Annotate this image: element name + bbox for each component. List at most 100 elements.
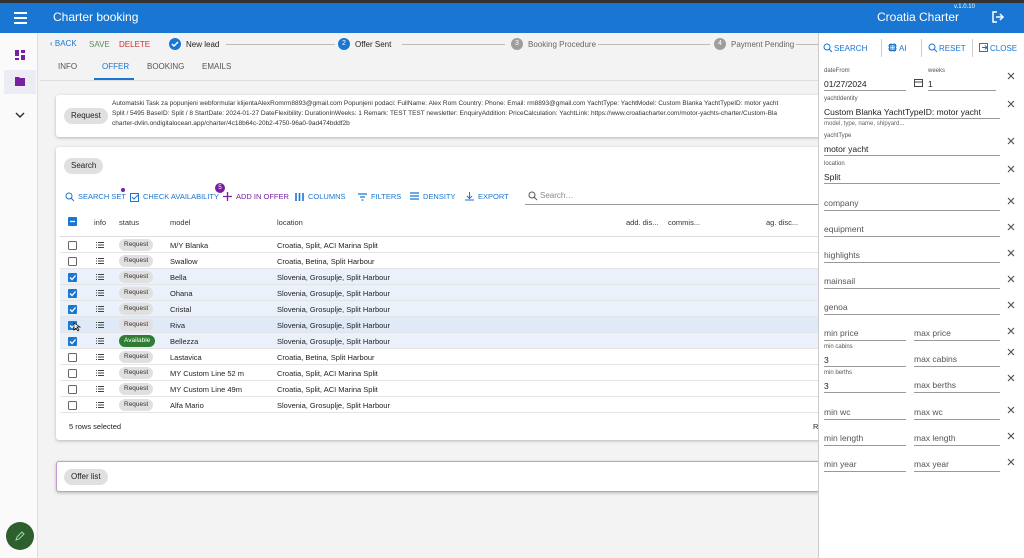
status-chip: Request	[119, 271, 153, 283]
toolbar-button[interactable]: CHECK AVAILABILITY	[143, 192, 219, 201]
calendar-icon	[914, 78, 923, 87]
clear-icon	[1008, 224, 1014, 230]
field-label: weeks	[928, 68, 945, 74]
tab[interactable]: EMAILS	[202, 62, 231, 71]
search-input[interactable]: Search…	[540, 191, 573, 200]
toolbar-button[interactable]: FILTERS	[371, 192, 401, 201]
panel-button[interactable]: CLOSE	[990, 44, 1017, 53]
field-value[interactable]: 1	[928, 79, 933, 89]
field-label: min cabins	[824, 344, 853, 350]
field-placeholder[interactable]: equipment	[824, 224, 864, 234]
field-value[interactable]: 01/27/2024	[824, 79, 867, 89]
model-cell: Swallow	[170, 257, 198, 266]
panel-button[interactable]: AI	[899, 44, 907, 53]
field-underline	[824, 183, 1000, 184]
dashboard-icon[interactable]	[15, 50, 25, 60]
panel-button-icon	[888, 43, 897, 52]
toolbar-button[interactable]: COLUMNS	[308, 192, 346, 201]
clear-icon	[1008, 276, 1014, 282]
panel-button[interactable]: RESET	[939, 44, 966, 53]
field-underline	[914, 366, 1000, 367]
step-connector	[226, 44, 335, 45]
field-placeholder[interactable]: max price	[914, 328, 951, 338]
field-label: yachtIdentity	[824, 96, 858, 102]
panel-button-icon	[928, 43, 937, 52]
field-placeholder[interactable]: company	[824, 198, 859, 208]
panel-button[interactable]: SEARCH	[834, 44, 867, 53]
field-label: min berths	[824, 370, 852, 376]
save-button[interactable]: SAVE	[89, 40, 110, 49]
field-placeholder[interactable]: mainsail	[824, 276, 855, 286]
checkbox	[68, 305, 77, 314]
field-placeholder[interactable]: max wc	[914, 407, 943, 417]
offer-list-card	[56, 461, 836, 492]
logout-icon[interactable]	[992, 11, 1004, 23]
field-placeholder[interactable]: max year	[914, 459, 949, 469]
field-placeholder[interactable]: max length	[914, 433, 956, 443]
menu-icon[interactable]	[14, 12, 28, 24]
field-value[interactable]: 3	[824, 381, 829, 391]
side-rail	[0, 33, 38, 558]
info-icon	[96, 274, 104, 280]
column-header: info	[94, 218, 106, 227]
tab-indicator	[94, 78, 134, 80]
field-value[interactable]: motor yacht	[824, 144, 868, 154]
toolbar-button[interactable]: EXPORT	[478, 192, 509, 201]
checkbox	[68, 217, 77, 226]
field-placeholder[interactable]: min length	[824, 433, 863, 443]
step-label: Booking Procedure	[528, 40, 596, 49]
delete-button[interactable]: DELETE	[119, 40, 150, 49]
field-placeholder[interactable]: max cabins	[914, 354, 957, 364]
field-placeholder[interactable]: highlights	[824, 250, 860, 260]
model-cell: Bellezza	[170, 337, 198, 346]
expand-icon[interactable]	[16, 113, 24, 119]
field-underline	[914, 392, 1000, 393]
location-cell: Croatia, Betina, Split Harbour	[277, 353, 375, 362]
toolbar-button[interactable]: DENSITY	[423, 192, 456, 201]
tab[interactable]: INFO	[58, 62, 77, 71]
location-cell: Slovenia, Grosuplje, Split Harbour	[277, 321, 390, 330]
info-icon	[96, 242, 104, 248]
toolbar-button[interactable]: SEARCH SET	[78, 192, 126, 201]
step-connector	[796, 44, 818, 45]
field-placeholder[interactable]: min price	[824, 328, 858, 338]
model-cell: MY Custom Line 52 m	[170, 369, 244, 378]
field-underline	[914, 419, 1000, 420]
field-underline	[824, 392, 906, 393]
button-divider	[972, 39, 973, 57]
version: v.1.0.10	[954, 4, 975, 10]
checkbox	[68, 385, 77, 394]
clear-icon	[1008, 73, 1014, 79]
field-placeholder[interactable]: min year	[824, 459, 857, 469]
column-header: status	[119, 218, 139, 227]
field-value[interactable]: 3	[824, 355, 829, 365]
field-value[interactable]: Split	[824, 172, 841, 182]
location-cell: Croatia, Split, ACI Marina Split	[277, 369, 378, 378]
field-underline	[824, 445, 906, 446]
step-label: Offer Sent	[355, 40, 391, 49]
back-button[interactable]: ‹ BACK	[50, 39, 77, 48]
folder-icon[interactable]	[15, 76, 25, 86]
location-cell: Slovenia, Grosuplje, Split Harbour	[277, 305, 390, 314]
field-placeholder[interactable]: genoa	[824, 302, 848, 312]
field-placeholder[interactable]: max berths	[914, 380, 956, 390]
clear-icon	[1008, 250, 1014, 256]
checkbox	[68, 257, 77, 266]
tab[interactable]: OFFER	[102, 62, 129, 71]
step-icon: 2	[338, 38, 350, 50]
field-underline	[824, 314, 1000, 315]
field-value[interactable]: Custom Blanka YachtTypeID: motor yacht	[824, 107, 981, 117]
toolbar-icon	[223, 192, 232, 201]
step-connector	[402, 44, 505, 45]
request-text: Automatski Task za popunjeni webformular…	[112, 99, 818, 133]
field-placeholder[interactable]: min wc	[824, 407, 850, 417]
toolbar-dot	[121, 188, 125, 192]
info-icon	[96, 322, 104, 328]
field-underline	[824, 366, 906, 367]
toolbar-button[interactable]: ADD IN OFFER	[236, 192, 289, 201]
info-icon	[96, 402, 104, 408]
request-line: Automatski Task za popunjeni webformular…	[112, 99, 818, 109]
tab[interactable]: BOOKING	[147, 62, 184, 71]
field-underline	[824, 419, 906, 420]
info-icon	[96, 306, 104, 312]
